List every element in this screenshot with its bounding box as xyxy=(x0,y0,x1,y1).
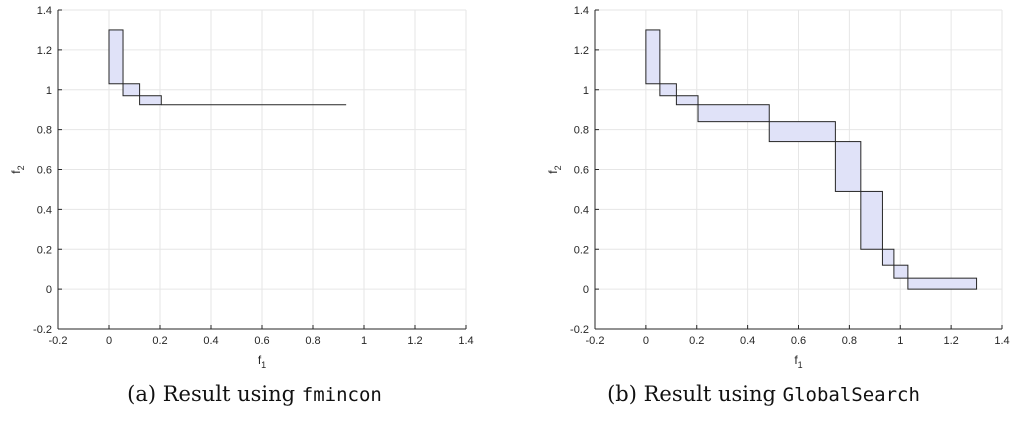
region-box-0 xyxy=(108,29,124,85)
x-axis-label: f1 xyxy=(258,353,266,370)
region-box-6 xyxy=(860,190,883,250)
caption-a: (a) Result using fmincon xyxy=(0,382,509,406)
y-tick-label: 0.8 xyxy=(37,125,52,137)
y-tick-label: 0 xyxy=(46,284,52,296)
y-tick-label: 1.2 xyxy=(574,45,589,57)
y-axis-label: f2 xyxy=(9,165,26,173)
x-tick-label: 0.2 xyxy=(152,335,167,347)
x-tick-label: 1.2 xyxy=(407,335,422,347)
caption-a-prefix: (a) Result using xyxy=(127,382,302,406)
x-tick-label: 1 xyxy=(897,335,903,347)
x-tick-label: -0.2 xyxy=(586,335,605,347)
y-tick-label: -0.2 xyxy=(33,324,52,336)
y-tick-label: 1 xyxy=(583,85,589,97)
caption-b: (b) Result using GlobalSearch xyxy=(509,382,1018,406)
y-tick-label: 0.4 xyxy=(574,204,589,216)
region-box-1 xyxy=(122,83,141,97)
x-tick-label: 1.4 xyxy=(458,335,473,347)
region-box-1 xyxy=(659,83,677,97)
chart-a: -0.2 0 0.2 0.4 0.6 0.8 1 1.2 1.4 -0.2 0 0.2 0.4 0.6 0.… xyxy=(9,5,474,370)
x-tick-label: 0 xyxy=(643,335,649,347)
caption-a-code: fmincon xyxy=(301,384,382,406)
y-tick-label: 0.8 xyxy=(574,125,589,137)
x-tick-label: 0.8 xyxy=(842,335,857,347)
x-tick-label: 0.6 xyxy=(791,335,806,347)
y-tick-label: 1.4 xyxy=(574,5,589,17)
region-box-9 xyxy=(907,277,978,290)
y-tick-label: 0.6 xyxy=(574,165,589,177)
x-tick-label: 0 xyxy=(106,335,112,347)
x-tick-label: 0.4 xyxy=(740,335,755,347)
region-box-0 xyxy=(645,29,661,85)
x-tick-label: 1.2 xyxy=(943,335,958,347)
x-tick-label: 1 xyxy=(361,335,367,347)
chart-panel-b: -0.2 0 0.2 0.4 0.6 0.8 1 1.2 1.4 -0.2 0 0.2 0.4 0.6 0.… xyxy=(509,0,1018,428)
chart-b: -0.2 0 0.2 0.4 0.6 0.8 1 1.2 1.4 -0.2 0 0.2 0.4 0.6 0.… xyxy=(546,5,1010,370)
y-tick-label: 0.4 xyxy=(37,204,52,216)
region-box-4 xyxy=(768,121,836,143)
y-tick-label: 0.6 xyxy=(37,165,52,177)
x-tick-label: 1.4 xyxy=(994,335,1009,347)
x-tick-label: 0.4 xyxy=(203,335,218,347)
y-tick-label: 0 xyxy=(583,284,589,296)
x-tick-label: 0.6 xyxy=(254,335,269,347)
region-box-8 xyxy=(893,264,909,279)
y-tick-label: -0.2 xyxy=(570,324,589,336)
x-tick-label: -0.2 xyxy=(49,335,68,347)
region-box-7 xyxy=(881,248,895,266)
x-tick-label: 0.8 xyxy=(305,335,320,347)
region-box-2 xyxy=(675,95,699,106)
y-tick-label: 0.2 xyxy=(574,244,589,256)
region-box-2 xyxy=(139,95,162,106)
chart-panel-a: -0.2 0 0.2 0.4 0.6 0.8 1 1.2 1.4 -0.2 0 0.2 0.4 0.6 0.… xyxy=(0,5,509,406)
y-tick-label: 1.4 xyxy=(37,5,52,17)
caption-b-code: GlobalSearch xyxy=(782,384,920,406)
y-tick-label: 0.2 xyxy=(37,244,52,256)
x-axis-label: f1 xyxy=(794,353,802,370)
region-box-3 xyxy=(697,104,770,123)
y-tick-label: 1.2 xyxy=(37,45,52,57)
region-box-5 xyxy=(834,141,862,192)
caption-b-prefix: (b) Result using xyxy=(607,382,783,406)
x-tick-label: 0.2 xyxy=(689,335,704,347)
y-tick-label: 1 xyxy=(46,85,52,97)
y-axis-label: f2 xyxy=(546,165,563,173)
